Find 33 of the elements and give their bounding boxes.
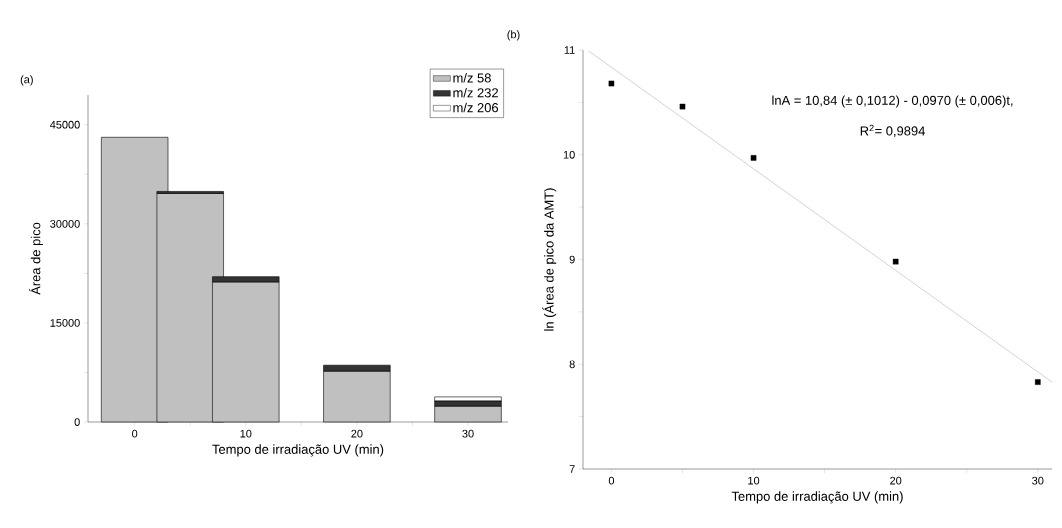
x-tick-label: 10 (748, 476, 760, 485)
point (679, 103, 686, 110)
chart-title: (a) (20, 75, 33, 86)
point (1035, 379, 1041, 385)
y-tick-label: 30000 (50, 219, 80, 228)
y-tick-label: 9 (569, 255, 575, 264)
y-tick-label: 45000 (50, 120, 80, 129)
x-axis-title: Tempo de irradiação UV (min) (212, 444, 384, 457)
y-axis-title: Área de pico (28, 222, 43, 295)
x-tick-label: 20 (351, 429, 363, 438)
y-tick-label: 10 (563, 150, 575, 159)
x-tick-label: 30 (462, 429, 474, 438)
y-tick-label: 0 (74, 418, 80, 426)
x-tick-label: 10 (240, 429, 252, 438)
x-tick-label: 20 (890, 476, 902, 485)
legend-label: m/z 206 (453, 102, 499, 113)
x-tick-label: 0 (608, 476, 615, 485)
legend-label: m/z 232 (453, 87, 498, 98)
y-tick-label: 15000 (50, 319, 80, 327)
y-axis-title: ln (Área de pico da AMT) (542, 188, 557, 331)
x-tick-label: 0 (132, 429, 138, 438)
point (892, 258, 899, 265)
y-tick-label: 8 (569, 360, 575, 369)
y-tick-label: 11 (564, 46, 575, 54)
x-axis-title: Tempo de irradiação UV (min) (731, 491, 903, 504)
x-tick-label: 30 (1032, 476, 1044, 485)
legend-label: m/z 58 (453, 73, 491, 83)
annotation: R$^{2}$= 0,9894 (860, 124, 925, 138)
annotation: lnA = 10,84 (± 0,1012) - 0,0970 (± 0,006)t, (772, 95, 1013, 108)
point (608, 80, 615, 87)
y-tick-label: 7 (569, 465, 575, 473)
point (750, 155, 757, 161)
chart-title: (b) (507, 30, 520, 41)
